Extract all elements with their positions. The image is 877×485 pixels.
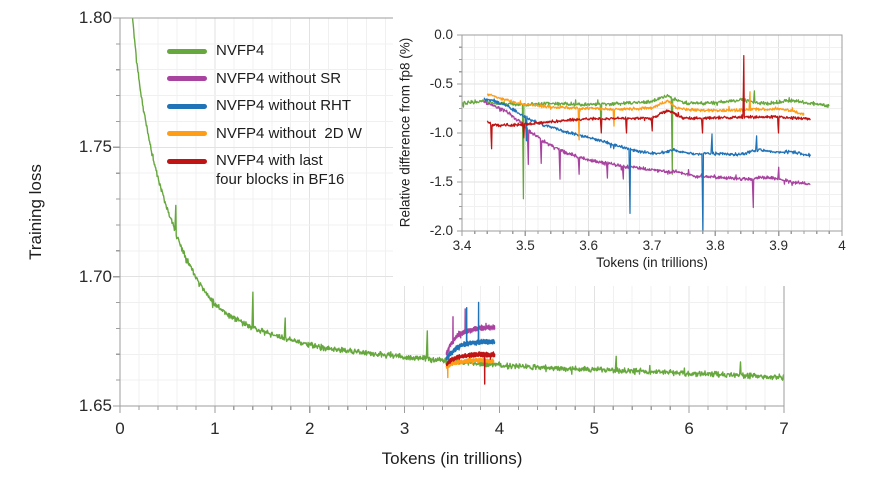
series-nvfp4-without-2d-w-inset xyxy=(486,91,805,141)
legend-item: NVFP4 xyxy=(167,42,264,61)
legend-item: NVFP4 without SR xyxy=(167,70,341,89)
legend-swatch xyxy=(167,103,207,109)
legend-swatch xyxy=(167,131,207,137)
legend-item: NVFP4 without 2D W xyxy=(167,125,362,144)
inset-panel xyxy=(393,8,877,286)
legend-item: NVFP4 without RHT xyxy=(167,97,351,116)
inset-axes xyxy=(457,34,843,236)
legend-label: NVFP4 without 2D W xyxy=(216,124,362,142)
legend-label: NVFP4 without RHT xyxy=(216,97,352,114)
legend-swatch xyxy=(167,158,207,164)
series-nvfp4-without-sr-inset xyxy=(483,99,811,209)
legend-swatch xyxy=(167,76,207,82)
inset-series-group xyxy=(462,54,830,232)
series-nvfp4-with-last-four-blocks-in-bf16-main xyxy=(445,351,496,385)
legend-swatch xyxy=(167,48,207,54)
legend-label: NVFP4 without SR xyxy=(216,69,342,87)
series-nvfp4-without-2d-w-main xyxy=(445,357,495,379)
inset-grid xyxy=(462,35,842,231)
legend-label: NVFP4 with last xyxy=(216,152,323,169)
main-series-group xyxy=(131,17,784,385)
legend-label-line2: four blocks in BF16 xyxy=(216,171,345,188)
inset-chart xyxy=(393,8,877,286)
series-nvfp4-with-last-four-blocks-in-bf16-inset xyxy=(486,54,811,150)
series-nvfp4-without-rht-main xyxy=(445,301,496,363)
legend-label: NVFP4 xyxy=(216,42,265,59)
series-nvfp4-without-sr-main xyxy=(445,308,496,356)
series-nvfp4-inset xyxy=(462,90,830,200)
legend-item: NVFP4 with last xyxy=(167,152,323,171)
